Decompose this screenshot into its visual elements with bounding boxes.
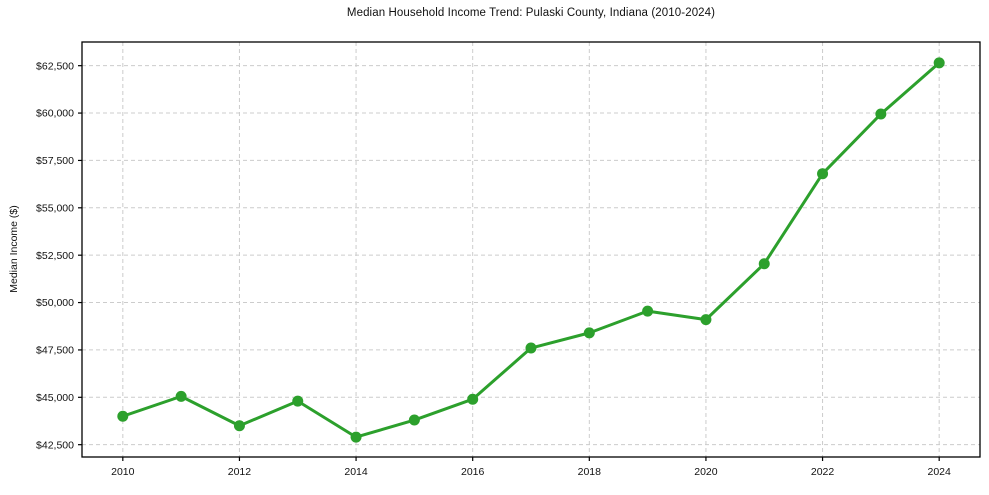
y-tick-label: $60,000 (36, 108, 74, 120)
data-point-2022 (817, 168, 829, 180)
data-point-2018 (583, 327, 595, 339)
data-point-2023 (875, 108, 887, 120)
y-tick-label: $55,000 (36, 202, 74, 214)
data-point-2013 (292, 395, 304, 407)
y-axis-label: Median Income ($) (8, 205, 20, 293)
x-tick-label: 2020 (694, 466, 718, 478)
data-point-2024 (933, 57, 945, 69)
x-tick-label: 2014 (344, 466, 368, 478)
x-tick-label: 2010 (111, 466, 135, 478)
x-tick-label: 2016 (461, 466, 485, 478)
y-tick-label: $47,500 (36, 345, 74, 357)
data-point-2017 (525, 342, 537, 354)
data-point-2019 (642, 305, 654, 317)
chart-title: Median Household Income Trend: Pulaski C… (346, 7, 716, 19)
x-tick-label: 2012 (228, 466, 252, 478)
data-point-2010 (117, 410, 129, 422)
data-point-2012 (233, 420, 245, 432)
y-tick-label: $57,500 (36, 155, 74, 167)
y-tick-label: $42,500 (36, 439, 74, 451)
y-tick-label: $50,000 (36, 297, 74, 309)
data-point-2015 (408, 414, 420, 426)
trend-line (121, 61, 941, 439)
data-point-2011 (175, 390, 187, 402)
x-tick-label: 2022 (811, 466, 835, 478)
x-tick-label: 2018 (578, 466, 602, 478)
x-tick-label: 2024 (928, 466, 952, 478)
data-point-2021 (758, 258, 770, 270)
y-tick-label: $52,500 (36, 250, 74, 262)
data-point-2014 (350, 431, 362, 443)
data-point-2020 (700, 314, 712, 326)
y-tick-label: $62,500 (36, 60, 74, 72)
plot-border (81, 41, 981, 458)
data-point-2016 (467, 393, 479, 405)
y-tick-label: $45,000 (36, 392, 74, 404)
